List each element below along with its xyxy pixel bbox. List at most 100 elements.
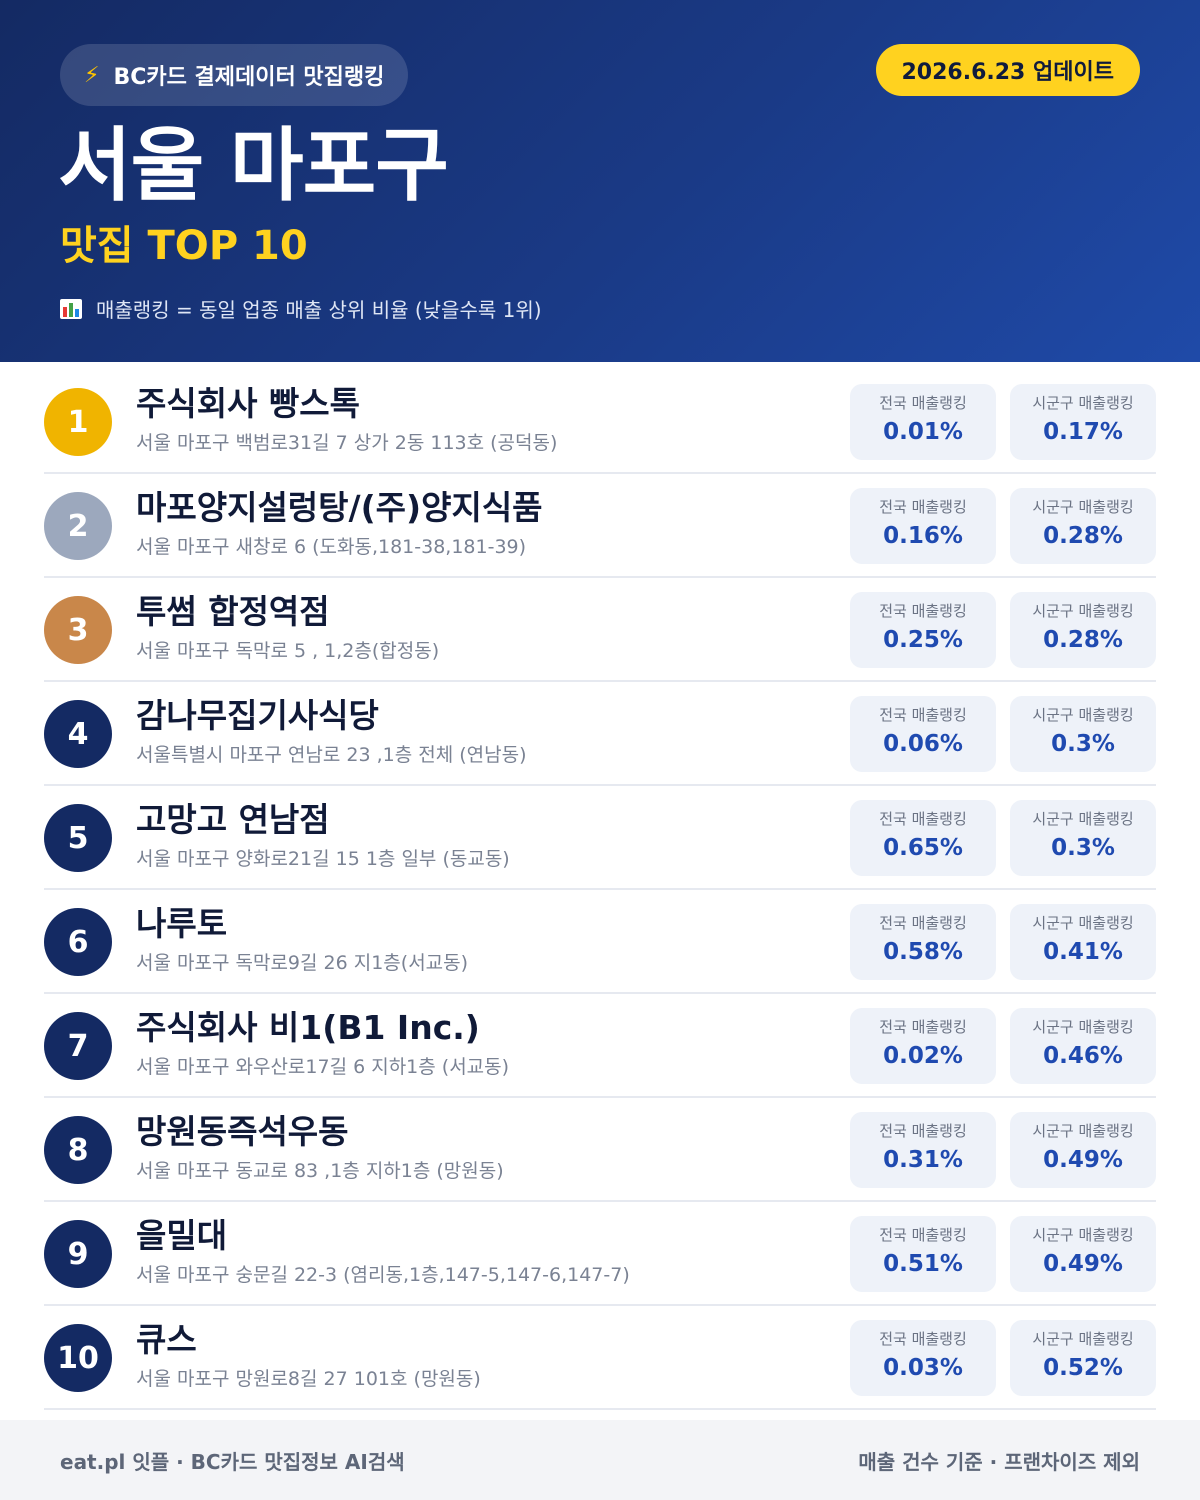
- rank-badge: 5: [44, 804, 112, 872]
- restaurant-address: 서울 마포구 독막로9길 26 지1층(서교동): [136, 952, 469, 974]
- national-ranking-label: 전국 매출랭킹: [879, 1018, 967, 1036]
- ranking-note: 매출랭킹 = 동일 업종 매출 상위 비율 (낮을수록 1위): [60, 294, 542, 323]
- rank-badge: 4: [44, 700, 112, 768]
- restaurant-address: 서울 마포구 숭문길 22-3 (염리동,1층,147-5,147-6,147-…: [136, 1264, 630, 1286]
- district-ranking-label: 시군구 매출랭킹: [1032, 394, 1134, 412]
- source-badge-label: BC카드 결제데이터 맛집랭킹: [113, 65, 385, 90]
- restaurant-name: 마포양지설렁탕/(주)양지식품: [136, 488, 543, 527]
- restaurant-name: 투썸 합정역점: [136, 592, 330, 631]
- footer: eat.pl 잇플 · BC카드 맛집정보 AI검색 매출 건수 기준 · 프랜…: [0, 1420, 1200, 1500]
- national-ranking-label: 전국 매출랭킹: [879, 498, 967, 516]
- national-ranking-label: 전국 매출랭킹: [879, 914, 967, 932]
- footer-source: eat.pl 잇플 · BC카드 맛집정보 AI검색: [60, 1449, 405, 1474]
- district-ranking-value: 0.52%: [1043, 1355, 1123, 1381]
- header-banner: ⚡ BC카드 결제데이터 맛집랭킹 2026.6.23 업데이트 서울 마포구 …: [0, 0, 1200, 362]
- district-ranking-value: 0.49%: [1043, 1147, 1123, 1173]
- rank-badge: 3: [44, 596, 112, 664]
- restaurant-name: 큐스: [136, 1320, 197, 1359]
- district-ranking-box: 시군구 매출랭킹 0.3%: [1010, 696, 1156, 772]
- national-ranking-box: 전국 매출랭킹 0.31%: [850, 1112, 996, 1188]
- district-ranking-label: 시군구 매출랭킹: [1032, 602, 1134, 620]
- national-ranking-label: 전국 매출랭킹: [879, 810, 967, 828]
- national-ranking-value: 0.58%: [883, 939, 963, 965]
- restaurant-name: 고망고 연남점: [136, 800, 330, 839]
- update-date-badge: 2026.6.23 업데이트: [875, 44, 1140, 96]
- list-item[interactable]: 2 마포양지설렁탕/(주)양지식품 서울 마포구 새창로 6 (도화동,181-38…: [44, 474, 1156, 578]
- national-ranking-label: 전국 매출랭킹: [879, 1226, 967, 1244]
- national-ranking-box: 전국 매출랭킹 0.65%: [850, 800, 996, 876]
- national-ranking-value: 0.01%: [883, 419, 963, 445]
- national-ranking-box: 전국 매출랭킹 0.02%: [850, 1008, 996, 1084]
- district-ranking-value: 0.17%: [1043, 419, 1123, 445]
- restaurant-name: 을밀대: [136, 1216, 228, 1255]
- national-ranking-box: 전국 매출랭킹 0.06%: [850, 696, 996, 772]
- list-item[interactable]: 7 주식회사 비1(B1 Inc.) 서울 마포구 와우산로17길 6 지하1층 (…: [44, 994, 1156, 1098]
- district-ranking-value: 0.28%: [1043, 523, 1123, 549]
- national-ranking-value: 0.03%: [883, 1355, 963, 1381]
- list-item[interactable]: 8 망원동즉석우동 서울 마포구 동교로 83 ,1층 지하1층 (망원동) 전국 매…: [44, 1098, 1156, 1202]
- district-ranking-value: 0.41%: [1043, 939, 1123, 965]
- rank-badge: 2: [44, 492, 112, 560]
- restaurant-address: 서울 마포구 백범로31길 7 상가 2동 113호 (공덕동): [136, 432, 558, 454]
- national-ranking-label: 전국 매출랭킹: [879, 706, 967, 724]
- national-ranking-box: 전국 매출랭킹 0.01%: [850, 384, 996, 460]
- restaurant-address: 서울 마포구 동교로 83 ,1층 지하1층 (망원동): [136, 1160, 504, 1182]
- rank-badge: 9: [44, 1220, 112, 1288]
- district-ranking-label: 시군구 매출랭킹: [1032, 1122, 1134, 1140]
- rank-badge: 8: [44, 1116, 112, 1184]
- national-ranking-label: 전국 매출랭킹: [879, 1122, 967, 1140]
- district-ranking-label: 시군구 매출랭킹: [1032, 1226, 1134, 1244]
- district-ranking-value: 0.46%: [1043, 1043, 1123, 1069]
- restaurant-address: 서울 마포구 양화로21길 15 1층 일부 (동교동): [136, 848, 510, 870]
- rank-badge: 7: [44, 1012, 112, 1080]
- restaurant-name: 주식회사 빵스톡: [136, 384, 361, 423]
- district-ranking-box: 시군구 매출랭킹 0.41%: [1010, 904, 1156, 980]
- national-ranking-value: 0.16%: [883, 523, 963, 549]
- district-ranking-label: 시군구 매출랭킹: [1032, 1018, 1134, 1036]
- national-ranking-label: 전국 매출랭킹: [879, 394, 967, 412]
- national-ranking-label: 전국 매출랭킹: [879, 1330, 967, 1348]
- national-ranking-value: 0.02%: [883, 1043, 963, 1069]
- page-title: 서울 마포구: [58, 119, 449, 212]
- national-ranking-box: 전국 매출랭킹 0.25%: [850, 592, 996, 668]
- national-ranking-value: 0.25%: [883, 627, 963, 653]
- district-ranking-box: 시군구 매출랭킹 0.49%: [1010, 1112, 1156, 1188]
- district-ranking-value: 0.49%: [1043, 1251, 1123, 1277]
- district-ranking-box: 시군구 매출랭킹 0.3%: [1010, 800, 1156, 876]
- source-badge: ⚡ BC카드 결제데이터 맛집랭킹: [60, 44, 409, 106]
- restaurant-address: 서울 마포구 독막로 5 , 1,2층(합정동): [136, 640, 440, 662]
- lightning-icon: ⚡: [84, 62, 100, 88]
- district-ranking-label: 시군구 매출랭킹: [1032, 914, 1134, 932]
- district-ranking-label: 시군구 매출랭킹: [1032, 810, 1134, 828]
- restaurant-name: 나루토: [136, 904, 228, 943]
- district-ranking-value: 0.28%: [1043, 627, 1123, 653]
- district-ranking-box: 시군구 매출랭킹 0.17%: [1010, 384, 1156, 460]
- district-ranking-label: 시군구 매출랭킹: [1032, 498, 1134, 516]
- restaurant-name: 주식회사 비1(B1 Inc.): [136, 1008, 480, 1047]
- rank-badge: 10: [44, 1324, 112, 1392]
- restaurant-name: 감나무집기사식당: [136, 696, 379, 735]
- district-ranking-label: 시군구 매출랭킹: [1032, 706, 1134, 724]
- restaurant-address: 서울 마포구 와우산로17길 6 지하1층 (서교동): [136, 1056, 510, 1078]
- restaurant-address: 서울특별시 마포구 연남로 23 ,1층 전체 (연남동): [136, 744, 527, 766]
- national-ranking-box: 전국 매출랭킹 0.03%: [850, 1320, 996, 1396]
- district-ranking-value: 0.3%: [1051, 731, 1115, 757]
- national-ranking-box: 전국 매출랭킹 0.51%: [850, 1216, 996, 1292]
- district-ranking-box: 시군구 매출랭킹 0.46%: [1010, 1008, 1156, 1084]
- district-ranking-box: 시군구 매출랭킹 0.28%: [1010, 488, 1156, 564]
- district-ranking-label: 시군구 매출랭킹: [1032, 1330, 1134, 1348]
- rank-badge: 1: [44, 388, 112, 456]
- district-ranking-box: 시군구 매출랭킹 0.28%: [1010, 592, 1156, 668]
- list-item[interactable]: 10 큐스 서울 마포구 망원로8길 27 101호 (망원동) 전국 매출랭킹 0.0…: [44, 1306, 1156, 1410]
- national-ranking-value: 0.51%: [883, 1251, 963, 1277]
- rank-badge: 6: [44, 908, 112, 976]
- national-ranking-box: 전국 매출랭킹 0.16%: [850, 488, 996, 564]
- ranking-note-text: 매출랭킹 = 동일 업종 매출 상위 비율 (낮을수록 1위): [96, 298, 542, 322]
- national-ranking-value: 0.65%: [883, 835, 963, 861]
